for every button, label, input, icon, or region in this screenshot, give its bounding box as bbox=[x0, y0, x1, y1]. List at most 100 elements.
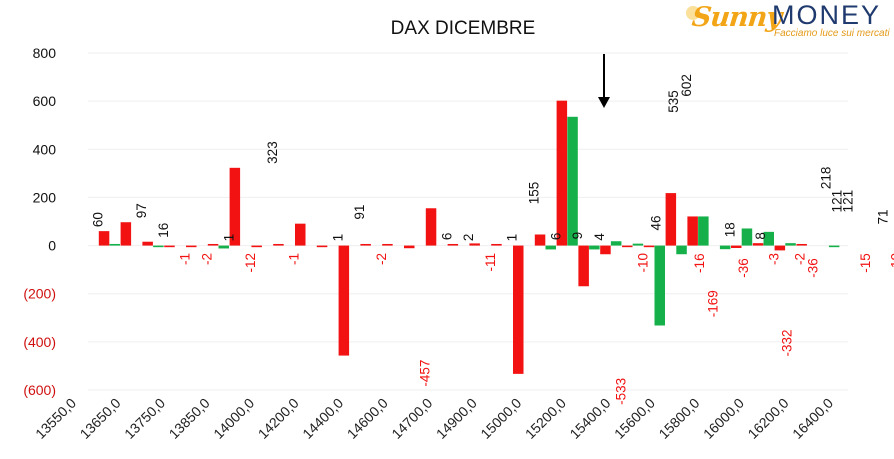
data-label: -11 bbox=[483, 253, 498, 272]
bar-green bbox=[698, 216, 709, 246]
bars bbox=[98, 100, 840, 374]
data-label: -2 bbox=[792, 253, 807, 265]
data-label: 6 bbox=[548, 233, 563, 241]
bar-red bbox=[273, 243, 284, 246]
data-label: 60 bbox=[91, 212, 106, 227]
bar-red bbox=[164, 245, 175, 248]
data-label: -15 bbox=[858, 253, 873, 273]
data-label: -12 bbox=[243, 253, 258, 273]
x-tick-label: 14200,0 bbox=[255, 395, 302, 442]
x-tick-label: 14700,0 bbox=[388, 395, 435, 442]
x-tick-label: 13850,0 bbox=[166, 395, 213, 442]
data-label: -36 bbox=[806, 258, 821, 278]
data-label: -1 bbox=[287, 253, 302, 265]
bar-red bbox=[578, 245, 589, 287]
bar-green bbox=[218, 245, 229, 249]
data-label: 602 bbox=[679, 74, 694, 97]
bar-green bbox=[153, 245, 164, 248]
bar-green bbox=[676, 245, 687, 255]
y-tick-label: 400 bbox=[33, 141, 57, 157]
x-tick-label: 15000,0 bbox=[477, 395, 524, 442]
bar-green bbox=[109, 243, 120, 246]
x-tick-label: 16400,0 bbox=[789, 395, 836, 442]
y-tick-label: 0 bbox=[48, 238, 56, 254]
bar-green bbox=[785, 243, 796, 246]
y-tick-label: (400) bbox=[23, 334, 56, 350]
bar-red bbox=[796, 243, 807, 246]
data-label: -3 bbox=[766, 253, 781, 265]
bar-red bbox=[447, 243, 459, 246]
bar-red bbox=[251, 245, 262, 248]
data-label: 2 bbox=[461, 234, 476, 242]
bar-red bbox=[600, 245, 611, 255]
data-label: 91 bbox=[352, 205, 367, 220]
bar-red bbox=[731, 245, 742, 248]
gridlines bbox=[88, 52, 848, 391]
bar-green bbox=[567, 116, 578, 246]
y-tick-label: (600) bbox=[23, 382, 56, 398]
data-label: -533 bbox=[614, 378, 629, 405]
data-label: 218 bbox=[819, 167, 834, 190]
bar-red bbox=[360, 243, 371, 246]
data-label: 155 bbox=[527, 182, 542, 205]
data-label: -10 bbox=[888, 253, 894, 273]
data-label: -10 bbox=[636, 253, 651, 273]
data-label: 1 bbox=[505, 234, 520, 242]
bar-red bbox=[229, 167, 241, 246]
data-label: -16 bbox=[692, 253, 707, 273]
data-label: 4 bbox=[592, 233, 607, 241]
logo-tagline: Facciamo luce sui mercati bbox=[774, 28, 890, 39]
data-label: 1 bbox=[330, 234, 345, 242]
data-label: -36 bbox=[736, 258, 751, 278]
bar-red bbox=[643, 245, 655, 248]
y-tick-label: 600 bbox=[33, 93, 57, 109]
logo-sunny-text: Sunny bbox=[690, 2, 783, 33]
bar-green bbox=[545, 245, 556, 250]
bar-red bbox=[425, 208, 437, 246]
bar-red bbox=[687, 216, 698, 246]
x-tick-label: 13550,0 bbox=[32, 395, 79, 442]
bar-green bbox=[610, 241, 622, 246]
bar-red bbox=[316, 245, 328, 248]
bar-red bbox=[186, 245, 197, 248]
x-tick-label: 16000,0 bbox=[700, 395, 747, 442]
data-label: 8 bbox=[753, 232, 768, 240]
x-tick-label: 14400,0 bbox=[299, 395, 346, 442]
bar-red bbox=[513, 245, 524, 374]
data-label: -169 bbox=[705, 290, 720, 317]
bar-red bbox=[404, 245, 415, 249]
data-label: 46 bbox=[649, 215, 664, 230]
bar-red bbox=[338, 245, 350, 356]
x-tick-label: 13750,0 bbox=[121, 395, 168, 442]
data-label: 121 bbox=[830, 190, 845, 213]
bar-green bbox=[719, 245, 731, 250]
x-tick-label: 13650,0 bbox=[77, 395, 124, 442]
bar-red bbox=[622, 245, 633, 248]
sunny-money-logo: Sunny MONEY Facciamo luce sui mercati bbox=[686, 0, 890, 42]
x-axis: 13550,013650,013750,013850,014000,014200… bbox=[32, 395, 836, 442]
arrow-down-icon bbox=[598, 97, 610, 108]
data-label: -2 bbox=[374, 253, 389, 265]
x-tick-label: 15800,0 bbox=[655, 395, 702, 442]
data-label: 18 bbox=[723, 222, 738, 237]
y-tick-label: 800 bbox=[33, 45, 57, 61]
data-label: 323 bbox=[265, 141, 280, 164]
annotation-arrow bbox=[598, 54, 610, 108]
bar-green bbox=[828, 245, 840, 248]
bar-green bbox=[654, 245, 665, 326]
y-tick-label: (200) bbox=[23, 286, 56, 302]
data-label: 16 bbox=[156, 223, 171, 238]
x-tick-label: 16200,0 bbox=[744, 395, 791, 442]
data-label: 9 bbox=[570, 232, 585, 240]
x-tick-label: 14900,0 bbox=[433, 395, 480, 442]
bar-green bbox=[589, 245, 600, 250]
data-label: 121 bbox=[840, 190, 855, 213]
x-tick-label: 14000,0 bbox=[210, 395, 257, 442]
bar-red bbox=[665, 193, 677, 246]
bar-green bbox=[741, 228, 753, 246]
bar-red bbox=[774, 245, 786, 251]
sun-icon bbox=[686, 6, 700, 20]
x-tick-label: 15200,0 bbox=[522, 395, 569, 442]
